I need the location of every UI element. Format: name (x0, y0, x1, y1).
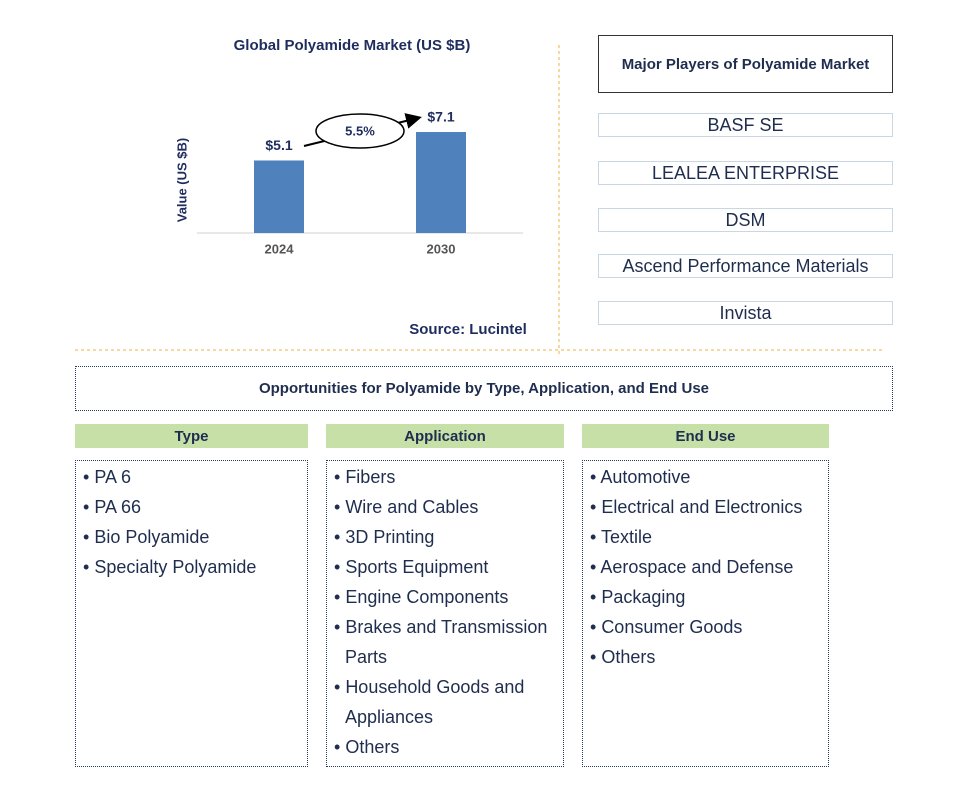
list-item-text: Others (601, 647, 656, 667)
list-item: • Fibers (334, 467, 396, 487)
list-item: • Engine Components (334, 587, 509, 607)
opportunities-title: Opportunities for Polyamide by Type, App… (75, 366, 893, 411)
list-item: • Aerospace and Defense (590, 557, 794, 577)
column-header: Application (326, 424, 564, 448)
list-item: • PA 6 (83, 467, 132, 487)
list-item: • Specialty Polyamide (83, 557, 257, 577)
player: Ascend Performance Materials (598, 254, 893, 278)
player: LEALEA ENTERPRISE (598, 161, 893, 185)
chart-title: Global Polyamide Market (US $B) (234, 37, 471, 54)
list-item-text: Household Goods and Appliances (345, 677, 525, 727)
list-item-text: PA 66 (94, 497, 142, 517)
list-item: • Household Goods and Appliances (334, 677, 525, 727)
column-header: Type (75, 424, 308, 448)
list-item-text: Electrical and Electronics (601, 497, 803, 517)
column-list: • PA 6 • PA 66 • Bio Polyamide • Specialty … (75, 460, 308, 767)
cagr-label: 5.5% (345, 123, 375, 138)
list-item-text: Wire and Cables (345, 497, 479, 517)
player: Invista (598, 301, 893, 325)
list-item-text: PA 6 (94, 467, 132, 487)
list-item-text: 3D Printing (345, 527, 435, 547)
list-item: • Bio Polyamide (83, 527, 210, 547)
players-title: Major Players of Polyamide Market (598, 35, 893, 93)
list-item: • Packaging (590, 587, 686, 607)
list-item: • PA 66 (83, 497, 142, 517)
list-item-text: Others (345, 737, 400, 757)
source: Source: Lucintel (409, 321, 527, 338)
list-item: • Electrical and Electronics (590, 497, 803, 517)
player: BASF SE (598, 113, 893, 137)
player: DSM (598, 208, 893, 232)
list-item: • Textile (590, 527, 653, 547)
bar (254, 160, 304, 233)
list-item: • Sports Equipment (334, 557, 489, 577)
bar (416, 132, 466, 233)
column-list: • Automotive • Electrical and Electronics… (582, 460, 829, 767)
list-item-text: Consumer Goods (601, 617, 743, 637)
list-item-text: Automotive (600, 467, 691, 487)
list-item: • Consumer Goods (590, 617, 743, 637)
list-item-text: Bio Polyamide (94, 527, 210, 547)
list-item: • Brakes and Transmission Parts (334, 617, 548, 667)
list-item: • 3D Printing (334, 527, 435, 547)
cagr-ellipse (315, 113, 405, 149)
list-item: • Wire and Cables (334, 497, 479, 517)
x-tick-label: 2024 (265, 241, 295, 256)
column-header: End Use (582, 424, 829, 448)
list-item: • Others (590, 647, 656, 667)
list-item-text: Packaging (601, 587, 686, 607)
y-axis-label: Value (US $B) (174, 138, 189, 223)
x-tick-label: 2030 (427, 241, 456, 256)
list-item: • Automotive (590, 467, 691, 487)
list-item: • Others (334, 737, 400, 757)
value-label: $7.1 (427, 109, 454, 125)
list-item-text: Textile (600, 527, 653, 547)
list-item-text: Engine Components (345, 587, 509, 607)
list-item-text: Sports Equipment (345, 557, 489, 577)
list-item-text: Aerospace and Defense (600, 557, 794, 577)
value-label: $5.1 (265, 137, 292, 153)
list-item-text: Brakes and Transmission Parts (345, 617, 548, 667)
list-item-text: Specialty Polyamide (94, 557, 257, 577)
list-item-text: Fibers (345, 467, 396, 487)
column-list: • Fibers • Wire and Cables • 3D Printing • … (326, 460, 564, 767)
